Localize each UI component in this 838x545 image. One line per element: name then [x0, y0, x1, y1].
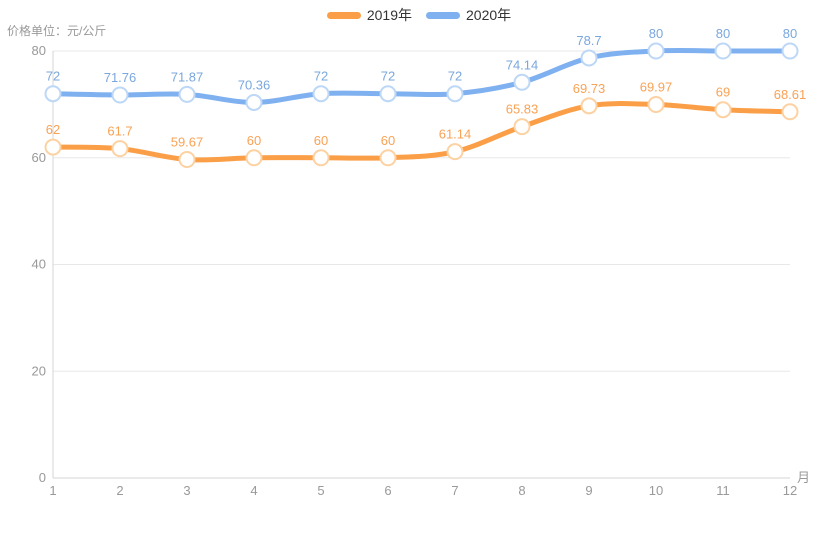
legend-swatch-2019	[326, 11, 361, 19]
y-tick-label-20: 20	[32, 363, 46, 378]
data-label-2020年-4: 70.36	[238, 77, 271, 92]
legend-swatch-2020	[426, 11, 460, 19]
legend-label-2019: 2019年	[366, 7, 412, 23]
series-line-2019年[interactable]	[50, 101, 793, 163]
data-point-2019年-10[interactable]	[647, 96, 665, 114]
data-label-2020年-1: 72	[46, 69, 60, 84]
data-label-2020年-11: 80	[716, 26, 730, 41]
data-point-2019年-3[interactable]	[178, 151, 196, 169]
data-point-2020年-2[interactable]	[111, 86, 129, 104]
data-label-2020年-2: 71.76	[104, 70, 137, 85]
data-point-2020年-6[interactable]	[379, 85, 397, 103]
x-tick-label-8: 8	[518, 483, 525, 498]
data-point-2019年-1[interactable]	[44, 138, 62, 156]
data-point-2019年-2[interactable]	[111, 140, 129, 158]
data-label-2020年-7: 72	[448, 69, 462, 84]
data-point-2019年-12[interactable]	[781, 103, 799, 121]
y-tick-label-60: 60	[32, 150, 46, 165]
data-point-2020年-5[interactable]	[312, 85, 330, 103]
y-tick-label-0: 0	[39, 470, 46, 485]
data-point-2019年-11[interactable]	[714, 101, 732, 119]
data-label-2019年-3: 59.67	[171, 135, 204, 150]
x-tick-label-9: 9	[585, 483, 592, 498]
data-label-2019年-2: 61.7	[107, 124, 132, 139]
data-point-2019年-8[interactable]	[513, 118, 531, 136]
legend-item-2020[interactable]: 2020年	[426, 8, 511, 22]
data-point-2020年-10[interactable]	[647, 42, 665, 60]
x-tick-label-6: 6	[384, 483, 391, 498]
data-label-2020年-8: 74.14	[506, 57, 539, 72]
data-point-2020年-9[interactable]	[580, 49, 598, 67]
data-point-2020年-1[interactable]	[44, 85, 62, 103]
y-tick-label-80: 80	[32, 43, 46, 58]
x-tick-label-1: 1	[49, 483, 56, 498]
data-label-2019年-6: 60	[381, 133, 395, 148]
x-tick-label-7: 7	[451, 483, 458, 498]
x-tick-label-4: 4	[250, 483, 257, 498]
data-point-2020年-7[interactable]	[446, 85, 464, 103]
x-tick-label-12: 12	[783, 483, 797, 498]
data-label-2019年-11: 69	[716, 85, 730, 100]
series-line-2020年[interactable]	[50, 47, 793, 105]
data-point-2019年-9[interactable]	[580, 97, 598, 115]
data-label-2019年-1: 62	[46, 122, 60, 137]
data-label-2019年-12: 68.61	[774, 87, 807, 102]
legend-item-2019[interactable]: 2019年	[326, 7, 412, 23]
x-tick-label-11: 11	[716, 483, 730, 498]
data-point-2020年-8[interactable]	[513, 73, 531, 91]
x-tick-label-5: 5	[317, 483, 324, 498]
x-tick-label-2: 2	[116, 483, 123, 498]
data-label-2019年-8: 65.83	[506, 102, 539, 117]
data-point-2019年-5[interactable]	[312, 149, 330, 167]
y-axis-title: 价格单位：元/公斤	[7, 24, 107, 38]
data-label-2019年-7: 61.14	[439, 127, 472, 142]
data-point-2019年-4[interactable]	[245, 149, 263, 167]
data-label-2019年-5: 60	[314, 133, 328, 148]
data-point-2020年-11[interactable]	[714, 42, 732, 60]
data-label-2020年-9: 78.7	[576, 33, 601, 48]
data-point-2020年-4[interactable]	[245, 93, 263, 111]
chart-legend: 2019年 2020年	[0, 8, 838, 22]
data-point-2019年-7[interactable]	[446, 143, 464, 161]
x-axis-unit-label: 月	[797, 470, 811, 485]
data-point-2020年-12[interactable]	[781, 42, 799, 60]
y-tick-label-40: 40	[32, 257, 46, 272]
data-label-2019年-9: 69.73	[573, 81, 606, 96]
x-tick-label-3: 3	[183, 483, 190, 498]
x-tick-label-10: 10	[649, 483, 663, 498]
data-label-2019年-10: 69.97	[640, 80, 673, 95]
data-label-2020年-3: 71.87	[171, 69, 204, 84]
legend-label-2020: 2020年	[466, 7, 512, 23]
data-label-2020年-5: 72	[314, 69, 328, 84]
data-label-2020年-12: 80	[783, 26, 797, 41]
data-label-2020年-10: 80	[649, 26, 663, 41]
data-point-2020年-3[interactable]	[178, 85, 196, 103]
data-point-2019年-6[interactable]	[379, 149, 397, 167]
data-label-2020年-6: 72	[381, 69, 395, 84]
data-label-2019年-4: 60	[247, 133, 261, 148]
